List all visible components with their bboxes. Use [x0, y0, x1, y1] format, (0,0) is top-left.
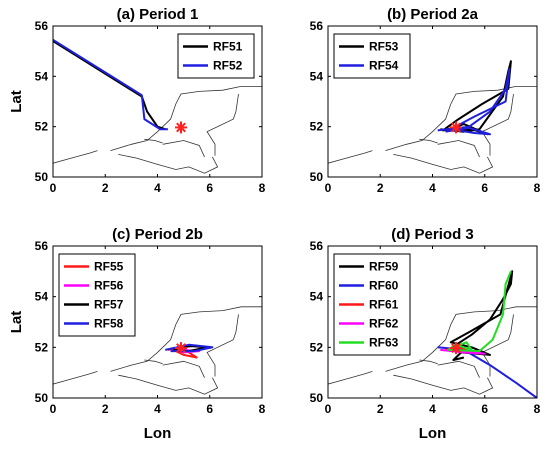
y-tick-label: 52	[310, 340, 324, 354]
x-tick-label: 0	[325, 402, 332, 416]
x-tick-label: 4	[154, 181, 161, 195]
legend-label: RF59	[369, 260, 399, 274]
y-tick-label: 52	[35, 340, 49, 354]
x-tick-label: 2	[102, 402, 109, 416]
x-tick-label: 4	[154, 402, 161, 416]
legend: RF55 RF56 RF57 RF58	[58, 253, 136, 337]
x-tick-label: 6	[481, 181, 488, 195]
legend-label: RF52	[213, 59, 243, 73]
panel-title: (c) Period 2b	[112, 226, 203, 243]
coastline	[53, 371, 98, 385]
y-axis-label: Lat	[8, 311, 25, 334]
site-marker	[175, 121, 188, 134]
x-tick-label: 2	[102, 181, 109, 195]
x-tick-label: 4	[429, 181, 436, 195]
site-marker	[450, 342, 463, 355]
site-marker	[450, 121, 463, 134]
panel-4: 0 2 4 6 8 50 52 54 56 (d) Period 3 RF59 RF60 RF61 RF6…	[310, 226, 541, 416]
legend-label: RF51	[213, 40, 243, 54]
series-RF52	[53, 38, 168, 131]
site-marker	[175, 342, 188, 355]
legend-label: RF54	[369, 59, 399, 73]
legend-box	[177, 33, 255, 79]
x-tick-label: 6	[206, 402, 213, 416]
legend-label: RF57	[94, 298, 124, 312]
y-tick-label: 56	[35, 239, 49, 253]
coastline	[144, 138, 163, 144]
y-tick-label: 54	[35, 290, 49, 304]
x-tick-label: 8	[259, 402, 266, 416]
y-tick-label: 54	[310, 69, 324, 83]
y-tick-label: 50	[35, 170, 49, 184]
coastline	[206, 314, 239, 377]
x-axis-label: Lon	[419, 425, 447, 442]
series-RF63	[447, 270, 512, 353]
legend-label: RF63	[369, 336, 399, 350]
y-tick-label: 50	[310, 170, 324, 184]
x-tick-label: 0	[50, 402, 57, 416]
coastline	[162, 360, 205, 378]
legend-label: RF53	[369, 40, 399, 54]
y-tick-label: 54	[310, 290, 324, 304]
coastline	[419, 138, 438, 144]
coastline	[110, 86, 262, 151]
coastline	[206, 93, 239, 156]
legend: RF53 RF54	[333, 33, 411, 79]
legend-label: RF56	[94, 279, 124, 293]
legend: RF51 RF52	[177, 33, 255, 79]
x-tick-label: 0	[50, 181, 57, 195]
y-tick-label: 52	[35, 120, 49, 134]
y-tick-label: 54	[35, 69, 49, 83]
coastline	[328, 150, 373, 164]
x-tick-label: 2	[377, 181, 384, 195]
y-tick-label: 50	[310, 391, 324, 405]
x-tick-label: 8	[534, 402, 541, 416]
legend-label: RF58	[94, 317, 124, 331]
x-tick-label: 4	[429, 402, 436, 416]
y-axis-label: Lat	[8, 90, 25, 113]
x-tick-label: 6	[481, 402, 488, 416]
coastline	[481, 93, 514, 156]
series-RF54	[437, 67, 511, 136]
coastline	[118, 374, 219, 395]
panel-title: (d) Period 3	[391, 226, 474, 243]
y-tick-label: 56	[310, 239, 324, 253]
legend-label: RF62	[369, 317, 399, 331]
coastline	[118, 154, 219, 174]
coastline	[144, 359, 163, 365]
coastline	[393, 374, 494, 395]
x-tick-label: 0	[325, 181, 332, 195]
coastline	[328, 371, 373, 385]
x-tick-label: 2	[377, 402, 384, 416]
legend-label: RF61	[369, 298, 399, 312]
x-tick-label: 6	[206, 181, 213, 195]
legend-label: RF55	[94, 260, 124, 274]
panel-1: 0 2 4 6 8 50 52 54 56 (a) Period 1 Lat RF51 RF52	[8, 6, 266, 195]
coastline	[110, 306, 262, 372]
coastline	[53, 150, 98, 164]
x-tick-label: 8	[259, 181, 266, 195]
series-RF51	[53, 40, 166, 131]
legend: RF59 RF60 RF61 RF62 RF63	[333, 253, 411, 356]
legend-box	[333, 33, 411, 79]
coastline	[419, 359, 438, 365]
x-axis-label: Lon	[144, 425, 172, 442]
coastline	[162, 140, 205, 158]
x-tick-label: 8	[534, 181, 541, 195]
coastline	[481, 314, 514, 377]
panel-title: (a) Period 1	[117, 6, 199, 23]
y-tick-label: 56	[35, 19, 49, 33]
y-tick-label: 56	[310, 19, 324, 33]
coastline	[437, 140, 480, 158]
panel-2: 0 2 4 6 8 50 52 54 56 (b) Period 2a RF53 RF54	[310, 6, 541, 195]
panel-title: (b) Period 2a	[387, 6, 479, 23]
coastline	[437, 360, 480, 378]
y-tick-label: 50	[35, 391, 49, 405]
legend-label: RF60	[369, 279, 399, 293]
y-tick-label: 52	[310, 120, 324, 134]
coastline	[393, 154, 494, 174]
